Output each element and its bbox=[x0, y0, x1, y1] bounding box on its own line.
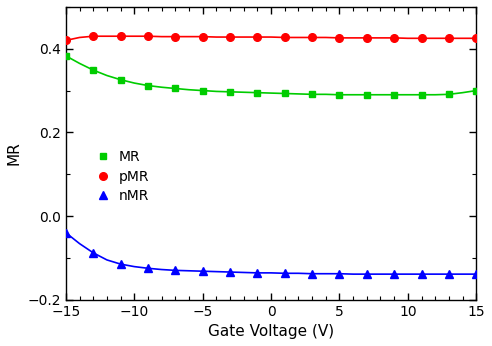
MR bbox=[309, 92, 315, 97]
pMR bbox=[63, 38, 69, 43]
MR bbox=[446, 92, 452, 97]
pMR bbox=[90, 34, 96, 38]
nMR bbox=[391, 272, 397, 276]
MR bbox=[90, 68, 96, 72]
MR bbox=[172, 86, 178, 91]
Y-axis label: MR: MR bbox=[7, 142, 22, 165]
MR bbox=[118, 78, 123, 82]
pMR bbox=[172, 35, 178, 39]
pMR bbox=[337, 36, 342, 40]
MR bbox=[473, 89, 479, 93]
pMR bbox=[446, 36, 452, 40]
nMR bbox=[90, 251, 96, 255]
pMR bbox=[254, 35, 260, 39]
MR bbox=[364, 93, 370, 97]
nMR bbox=[200, 269, 206, 273]
MR bbox=[254, 91, 260, 95]
pMR bbox=[391, 36, 397, 40]
pMR bbox=[282, 35, 288, 39]
nMR bbox=[364, 272, 370, 276]
nMR bbox=[337, 272, 342, 276]
pMR bbox=[419, 36, 425, 40]
pMR bbox=[200, 35, 206, 39]
Legend: MR, pMR, nMR: MR, pMR, nMR bbox=[89, 145, 154, 209]
nMR bbox=[63, 231, 69, 235]
pMR bbox=[364, 36, 370, 40]
Line: nMR: nMR bbox=[62, 229, 480, 278]
nMR bbox=[118, 262, 123, 266]
Line: MR: MR bbox=[63, 53, 479, 98]
nMR bbox=[145, 266, 151, 270]
nMR bbox=[446, 272, 452, 276]
nMR bbox=[172, 268, 178, 272]
pMR bbox=[309, 35, 315, 39]
pMR bbox=[227, 35, 233, 39]
nMR bbox=[473, 272, 479, 276]
nMR bbox=[309, 272, 315, 276]
X-axis label: Gate Voltage (V): Gate Voltage (V) bbox=[208, 324, 334, 339]
nMR bbox=[227, 270, 233, 274]
MR bbox=[145, 83, 151, 88]
MR bbox=[391, 93, 397, 97]
pMR bbox=[118, 34, 123, 38]
nMR bbox=[419, 272, 425, 276]
MR bbox=[282, 91, 288, 95]
MR bbox=[337, 93, 342, 97]
MR bbox=[227, 90, 233, 94]
MR bbox=[63, 54, 69, 58]
pMR bbox=[145, 34, 151, 38]
MR bbox=[200, 89, 206, 93]
pMR bbox=[473, 36, 479, 40]
nMR bbox=[254, 271, 260, 275]
MR bbox=[419, 93, 425, 97]
Line: pMR: pMR bbox=[62, 33, 480, 44]
nMR bbox=[282, 271, 288, 275]
